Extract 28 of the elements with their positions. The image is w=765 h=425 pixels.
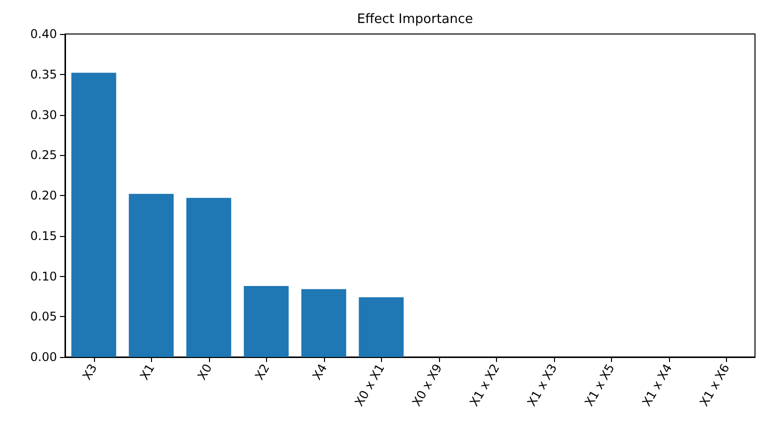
y-tick-label: 0.10 [30,269,57,284]
x-tick-label: X1 [137,362,158,382]
y-tick-label: 0.30 [30,108,57,122]
y-tick-label: 0.35 [30,67,57,82]
x-tick-label: X3 [80,362,100,382]
x-tick-label: X0 [194,362,215,382]
bar [186,198,232,357]
x-tick-label: X4 [310,362,330,382]
bar [71,72,116,357]
chart-title: Effect Importance [356,12,474,27]
bar [301,289,346,357]
bar [358,297,404,357]
x-tick-label: X0 x X9 [409,362,445,409]
y-tick-label: 0.25 [30,148,57,162]
bar [128,194,174,357]
x-tick-label: X1 x X4 [639,362,675,409]
x-tick-label: X2 [252,362,272,382]
y-tick-label: 0.40 [30,27,57,41]
bar [244,286,289,357]
y-tick-label: 0.20 [30,188,57,202]
x-tick-label: X1 x X3 [524,362,560,409]
y-tick-label: 0.05 [30,310,57,324]
x-tick-label: X1 x X5 [582,362,618,409]
x-tick-label: X0 x X1 [352,362,388,409]
y-tick-label: 0.00 [30,350,57,364]
y-tick-label: 0.15 [30,228,57,243]
x-tick-label: X1 x X2 [466,362,502,409]
x-tick-label: X1 x X6 [696,362,732,409]
